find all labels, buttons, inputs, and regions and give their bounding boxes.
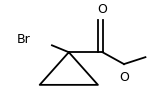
Text: O: O	[119, 71, 129, 84]
Text: Br: Br	[17, 33, 30, 46]
Text: O: O	[98, 3, 107, 16]
